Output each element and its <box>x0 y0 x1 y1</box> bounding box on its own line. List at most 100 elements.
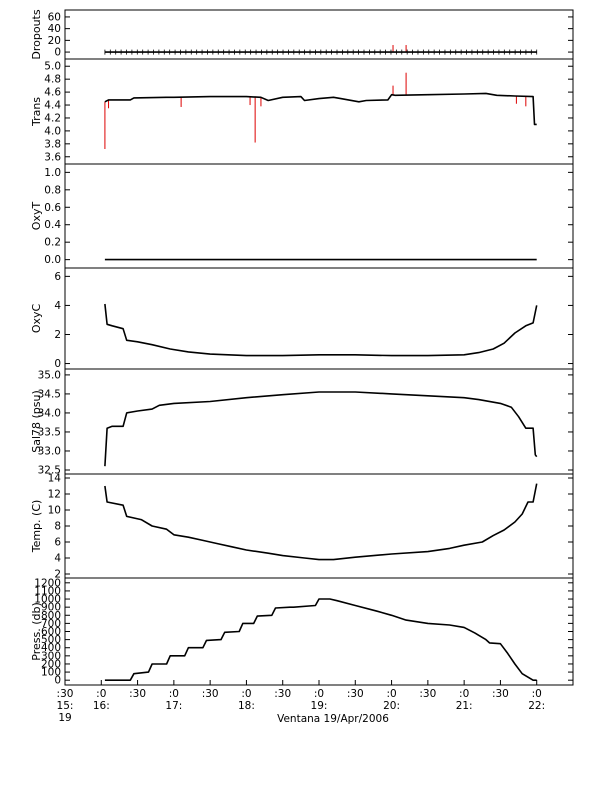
y-tick-label: 2 <box>54 329 61 341</box>
panel-sal78-psu: 32.5 33.0 33.5 34.0 34.5 35.0 Sal78 (psu) <box>30 368 574 477</box>
x-tick-label: :0 <box>241 688 251 700</box>
stacked-panels: 0204060Dropouts3.63.84.04.24.44.64.85.0T… <box>30 9 574 687</box>
panel-temp-c: 2 4 6 8 10 12 14 Temp. (C) <box>30 473 574 581</box>
x-axis-label: Ventana 19/Apr/2006 <box>277 713 389 725</box>
y-tick-label: 4 <box>54 300 61 312</box>
x-tick-label: 19 <box>58 712 71 724</box>
y-tick-label: 60 <box>48 11 61 23</box>
y-tick-label: 0 <box>54 47 61 59</box>
y-tick-label: 0.4 <box>44 219 61 231</box>
y-tick-label: 4.6 <box>44 87 61 99</box>
x-tick-label: :30 <box>129 688 146 700</box>
panel-frame <box>64 368 574 475</box>
panel-oxyc: 0 2 4 6 OxyC <box>30 267 574 370</box>
y-tick-label: 0.8 <box>44 184 61 196</box>
y-tick-label: 4 <box>54 553 61 565</box>
y-axis-label: OxyC <box>30 304 43 334</box>
y-tick-label: 8 <box>54 521 61 533</box>
y-tick-label: 0.2 <box>44 237 61 249</box>
x-tick-label: :0 <box>169 688 179 700</box>
x-tick-label: 20: <box>383 700 400 712</box>
y-tick-label: 35.0 <box>38 369 61 381</box>
y-tick-label: 6 <box>54 537 61 549</box>
y-axis-label: OxyT <box>30 202 43 231</box>
x-tick-label: 17: <box>165 700 182 712</box>
y-tick-label: 0.0 <box>44 254 61 266</box>
y-tick-label: 0.6 <box>44 202 61 214</box>
x-tick-label: 22: <box>528 700 545 712</box>
series-line <box>104 391 538 467</box>
series-line <box>104 483 538 561</box>
y-tick-label: 33.0 <box>38 445 61 457</box>
y-tick-label: 3.8 <box>44 138 61 150</box>
y-tick-label: 200 <box>41 658 61 670</box>
y-tick-label: 5.0 <box>44 61 61 73</box>
y-axis-label: Temp. (C) <box>30 500 43 554</box>
y-tick-label: 4.2 <box>44 112 61 124</box>
x-tick-label: :0 <box>314 688 324 700</box>
y-tick-label: 400 <box>41 642 61 654</box>
x-tick-label: :30 <box>347 688 364 700</box>
y-tick-label: 700 <box>41 618 61 630</box>
panel-oxyt: 0.0 0.2 0.4 0.6 0.8 1.0 OxyT <box>30 163 574 269</box>
x-tick-label: 18: <box>238 700 255 712</box>
x-tick-label: :30 <box>492 688 509 700</box>
y-tick-label: 100 <box>41 667 61 679</box>
x-tick-label: :30 <box>274 688 291 700</box>
x-tick-label: :0 <box>532 688 542 700</box>
y-axis-label: Press. (db) <box>30 602 43 661</box>
y-tick-label: 800 <box>41 610 61 622</box>
x-tick-label: :30 <box>57 688 74 700</box>
y-tick-label: 2 <box>54 569 61 581</box>
y-tick-label: 12 <box>48 489 61 501</box>
y-tick-label: 900 <box>41 602 61 614</box>
y-tick-label: 300 <box>41 650 61 662</box>
y-tick-label: 1000 <box>34 594 61 606</box>
series-line <box>104 92 537 126</box>
series-line <box>104 598 537 682</box>
time-axis: :3015:19:016::30:017::30:018::30:019::30… <box>57 680 545 724</box>
y-tick-label: 4.8 <box>44 74 61 86</box>
y-tick-label: 33.5 <box>38 426 61 438</box>
panel-press-db: 0100200300400500600700800900100011001200… <box>30 577 574 687</box>
panel-trans: 3.63.84.04.24.44.64.85.0 Trans <box>30 58 574 165</box>
x-tick-label: :0 <box>96 688 106 700</box>
y-tick-label: 0 <box>54 675 61 687</box>
panel-frame <box>64 267 574 370</box>
y-tick-label: 3.6 <box>44 151 61 163</box>
x-tick-label: :30 <box>202 688 219 700</box>
y-tick-label: 0 <box>54 358 61 370</box>
y-tick-label: 4.4 <box>44 100 61 112</box>
x-tick-label: :0 <box>459 688 469 700</box>
panel-frame <box>64 473 574 579</box>
y-tick-label: 4.0 <box>44 125 61 137</box>
y-tick-label: 34.5 <box>38 388 61 400</box>
x-tick-label: :30 <box>419 688 436 700</box>
panel-frame <box>64 163 574 269</box>
y-tick-label: 14 <box>48 473 62 485</box>
x-tick-label: 16: <box>93 700 110 712</box>
y-tick-label: 34.0 <box>38 407 61 419</box>
y-tick-label: 600 <box>41 626 61 638</box>
x-tick-label: 15: <box>57 700 74 712</box>
panel-frame <box>64 577 574 686</box>
panel-frame <box>64 58 574 165</box>
x-tick-label: 21: <box>456 700 473 712</box>
y-axis-label: Trans <box>30 97 43 127</box>
y-tick-label: 40 <box>48 23 61 35</box>
y-tick-label: 1100 <box>34 585 61 597</box>
x-tick-label: 19: <box>311 700 328 712</box>
y-tick-label: 6 <box>54 271 61 283</box>
series-line <box>104 303 538 357</box>
y-axis-label: Sal78 (psu) <box>30 390 43 453</box>
y-tick-label: 20 <box>48 35 61 47</box>
y-tick-label: 1.0 <box>44 167 61 179</box>
y-tick-label: 10 <box>48 505 61 517</box>
x-tick-label: :0 <box>386 688 396 700</box>
y-axis-label: Dropouts <box>30 9 43 59</box>
y-tick-label: 500 <box>41 634 61 646</box>
y-tick-label: 32.5 <box>38 465 61 477</box>
y-tick-label: 1200 <box>34 577 61 589</box>
